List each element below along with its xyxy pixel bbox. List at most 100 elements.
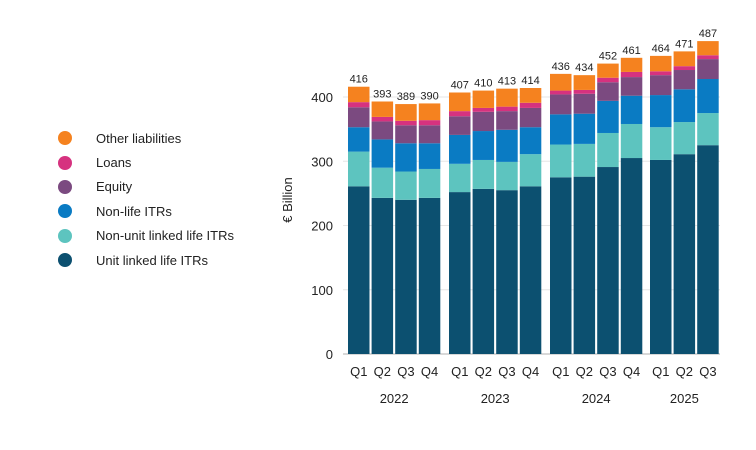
bar-segment xyxy=(673,89,696,123)
data-label: 410 xyxy=(474,78,492,90)
data-label: 407 xyxy=(451,80,469,92)
bar-segment xyxy=(573,176,596,354)
bar-segment xyxy=(697,113,719,146)
y-tick-label: 100 xyxy=(311,283,333,298)
data-label: 487 xyxy=(699,28,717,40)
x-tick-label: Q1 xyxy=(350,364,367,379)
bar-segment xyxy=(418,197,441,354)
legend-label: Non-life ITRs xyxy=(96,203,172,219)
x-group-label: 2023 xyxy=(481,391,510,406)
bar-segment xyxy=(395,143,417,172)
chart-legend: Other liabilities Loans Equity Non-life ITR… xyxy=(56,126,234,272)
legend-label: Non-unit linked life ITRs xyxy=(96,228,234,244)
bar-segment xyxy=(496,106,518,112)
data-label: 389 xyxy=(397,91,415,103)
bar-segment xyxy=(550,144,572,178)
bar-segment xyxy=(418,103,441,121)
legend-item: Equity xyxy=(56,175,234,199)
bar-segment xyxy=(418,168,441,198)
data-label: 461 xyxy=(622,45,640,57)
legend-label: Other liabilities xyxy=(96,130,182,146)
bar-segment xyxy=(573,113,596,144)
x-tick-label: Q4 xyxy=(522,364,539,379)
bar-segment xyxy=(449,92,471,112)
bar-segment xyxy=(449,163,471,193)
bar-segment xyxy=(395,171,417,200)
bar-segment xyxy=(597,167,619,354)
bar-segment xyxy=(519,186,542,354)
legend-swatch-icon xyxy=(58,228,72,243)
data-label: 414 xyxy=(521,75,539,87)
bar-segment xyxy=(449,111,471,117)
bar-segment xyxy=(519,154,542,187)
bar-segment xyxy=(650,95,672,128)
bar-segment xyxy=(597,77,619,83)
bar-segment xyxy=(573,75,596,90)
bar-segment xyxy=(573,143,596,177)
bar-segment xyxy=(348,107,370,128)
bar-segment xyxy=(673,122,696,155)
bar-segment xyxy=(550,177,572,354)
bar-segment xyxy=(519,88,542,103)
bar-segment xyxy=(496,161,518,191)
bar-segment xyxy=(418,143,441,169)
data-label: 390 xyxy=(420,90,438,102)
bar-segment xyxy=(348,102,370,108)
x-tick-label: Q1 xyxy=(552,364,569,379)
bar-segment xyxy=(697,145,719,354)
x-tick-label: Q3 xyxy=(699,364,716,379)
x-tick-label: Q4 xyxy=(421,364,438,379)
bar-segment xyxy=(472,107,495,112)
bar-segment xyxy=(496,111,518,130)
legend-swatch-icon xyxy=(58,155,72,170)
bar-segment xyxy=(650,159,672,354)
data-label: 434 xyxy=(575,62,593,74)
bar-segment xyxy=(597,132,619,168)
bar-segment xyxy=(573,93,596,114)
legend-item: Non-life ITRs xyxy=(56,199,234,223)
bar-segment xyxy=(449,134,471,164)
bar-segment xyxy=(395,120,417,126)
legend-swatch-icon xyxy=(58,253,72,268)
bar-segment xyxy=(573,89,596,94)
data-label: 393 xyxy=(373,88,391,100)
y-tick-label: 400 xyxy=(311,90,333,105)
bar-segment xyxy=(519,102,542,108)
bar-segment xyxy=(519,107,542,128)
legend-item: Non-unit linked life ITRs xyxy=(56,224,234,248)
bar-segment xyxy=(697,41,719,56)
bar-segment xyxy=(449,116,471,135)
bar-segment xyxy=(620,57,643,72)
bar-segment xyxy=(697,55,719,60)
y-tick-label: 300 xyxy=(311,154,333,169)
bar-segment xyxy=(620,158,643,354)
bar-segment xyxy=(673,66,696,71)
legend-item: Other liabilities xyxy=(56,126,234,150)
bar-segment xyxy=(348,151,370,187)
bar-segment xyxy=(650,75,672,96)
bar-segment xyxy=(673,51,696,67)
legend-swatch-icon xyxy=(58,179,72,194)
x-tick-label: Q2 xyxy=(374,364,391,379)
bar-segment xyxy=(496,190,518,354)
bar-segment xyxy=(418,120,441,126)
bar-segment xyxy=(418,125,441,144)
legend-swatch-icon xyxy=(58,204,72,219)
bar-segment xyxy=(650,71,672,76)
y-axis-label: € Billion xyxy=(280,177,295,223)
bar-segment xyxy=(371,101,394,117)
data-label: 436 xyxy=(552,61,570,73)
bar-segment xyxy=(472,159,495,189)
x-tick-label: Q2 xyxy=(676,364,693,379)
x-group-label: 2024 xyxy=(582,391,611,406)
bar-segment xyxy=(650,127,672,160)
bar-segment xyxy=(550,90,572,95)
bar-segment xyxy=(620,95,643,124)
x-tick-label: Q1 xyxy=(652,364,669,379)
bar-segment xyxy=(371,167,394,198)
bar-segment xyxy=(650,55,672,72)
bar-segment xyxy=(550,73,572,91)
legend-swatch-icon xyxy=(58,131,72,146)
data-label: 452 xyxy=(599,51,617,63)
bar-segment xyxy=(472,131,495,160)
